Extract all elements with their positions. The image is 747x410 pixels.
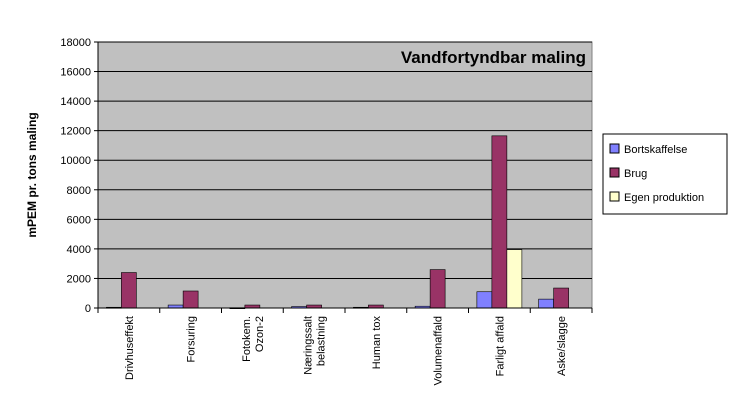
y-tick-label: 18000 xyxy=(60,37,91,49)
bar-brug xyxy=(491,135,508,309)
bar-brug xyxy=(121,272,137,309)
y-tick-label: 8000 xyxy=(67,185,91,197)
legend-label: Bortskaffelse xyxy=(624,144,687,156)
x-category-label: Fotokem. xyxy=(241,316,253,362)
y-tick-label: 6000 xyxy=(67,214,91,226)
bar-brug xyxy=(182,290,199,309)
y-tick-label: 14000 xyxy=(60,96,91,108)
y-tick-label: 0 xyxy=(85,303,91,315)
legend-label: Egen produktion xyxy=(624,192,704,204)
y-tick-label: 12000 xyxy=(60,126,91,138)
axes: 0 2000 4000 6000 8000 10000 12000 14000 16000 180… xyxy=(60,37,593,386)
y-tick-label: 10000 xyxy=(60,155,91,167)
legend-swatch xyxy=(609,167,620,178)
chart-title: Vandfortyndbar maling xyxy=(401,48,586,67)
legend-label: Brug xyxy=(624,168,647,180)
bar-bortskaffelse xyxy=(476,291,493,309)
y-tick-label: 16000 xyxy=(60,67,91,79)
x-category-label: Ozon-2 xyxy=(254,316,266,352)
x-category-label: Farligt affald xyxy=(494,316,506,376)
x-category-label: Volumenaffald xyxy=(433,316,445,386)
bar-brug xyxy=(553,287,569,309)
x-category-label: Drivhuseffekt xyxy=(124,316,136,380)
legend-swatch xyxy=(609,191,620,202)
x-category-label: belastning xyxy=(316,316,328,366)
x-category-label: Forsuring xyxy=(186,316,198,362)
legend-swatch xyxy=(609,143,620,154)
bar-brug xyxy=(429,269,446,309)
bar-egen-produktion xyxy=(506,249,523,309)
x-category-label: Aske/slagge xyxy=(556,316,568,376)
legend: Bortskaffelse Brug Egen produktion xyxy=(602,133,728,215)
y-axis-label: mPEM pr. tons maling xyxy=(25,112,39,237)
legend-box xyxy=(602,133,728,215)
y-tick-label: 2000 xyxy=(67,273,91,285)
y-tick-label: 4000 xyxy=(67,244,91,256)
x-category-label: Human tox xyxy=(371,316,383,370)
x-category-label: Næringssalt xyxy=(303,316,315,375)
bar-bortskaffelse xyxy=(538,298,554,309)
